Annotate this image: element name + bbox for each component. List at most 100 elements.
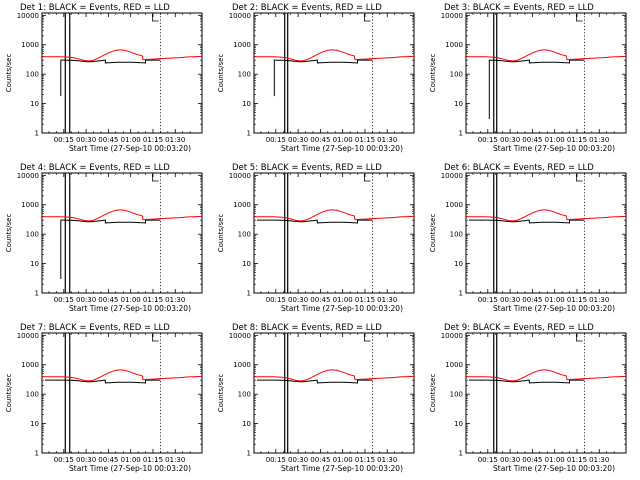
x-tick-label: 00:30 bbox=[500, 136, 520, 144]
panel-title: Det 5: BLACK = Events, RED = LLD bbox=[232, 163, 382, 173]
plot-frame bbox=[41, 12, 203, 134]
plot-frame bbox=[465, 12, 627, 134]
lld-series-line bbox=[42, 49, 202, 62]
y-tick-label: 10 bbox=[30, 420, 39, 428]
x-tick-label: 00:30 bbox=[288, 296, 308, 304]
panel-title: Det 2: BLACK = Events, RED = LLD bbox=[232, 3, 382, 13]
bracket-mark bbox=[575, 14, 583, 22]
y-tick-label: 1000 bbox=[445, 361, 463, 369]
y-tick-label: 1000 bbox=[233, 201, 251, 209]
x-tick-label: 00:15 bbox=[478, 456, 498, 464]
x-tick-label: 01:15 bbox=[143, 296, 163, 304]
x-tick-label: 01:30 bbox=[165, 136, 185, 144]
events-series-line bbox=[60, 219, 161, 279]
y-tick-label: 10000 bbox=[229, 12, 251, 20]
x-tick-label: 01:30 bbox=[165, 456, 185, 464]
y-tick-label: 10000 bbox=[17, 332, 39, 340]
panel-title: Det 4: BLACK = Events, RED = LLD bbox=[20, 163, 170, 173]
bracket-mark bbox=[151, 334, 159, 342]
x-tick-label: 00:15 bbox=[54, 456, 74, 464]
x-tick-label: 01:15 bbox=[567, 296, 587, 304]
x-tick-label: 00:30 bbox=[500, 456, 520, 464]
x-tick-label: 00:45 bbox=[310, 456, 330, 464]
x-tick-label: 00:45 bbox=[98, 136, 118, 144]
x-tick-label: 00:45 bbox=[522, 456, 542, 464]
y-axis-label: Counts/sec bbox=[217, 214, 225, 253]
y-tick-label: 1000 bbox=[21, 361, 39, 369]
x-tick-label: 00:30 bbox=[288, 456, 308, 464]
x-tick-label: 01:15 bbox=[567, 456, 587, 464]
lld-series-line bbox=[466, 49, 626, 62]
y-tick-label: 10000 bbox=[229, 332, 251, 340]
y-tick-label: 10000 bbox=[441, 332, 463, 340]
x-tick-label: 01:00 bbox=[545, 296, 565, 304]
y-tick-label: 1 bbox=[459, 450, 463, 458]
x-axis-label: Start Time (27-Sep-10 00:03:20) bbox=[493, 304, 615, 313]
x-tick-label: 01:30 bbox=[377, 136, 397, 144]
y-tick-label: 100 bbox=[26, 391, 39, 399]
x-tick-label: 00:15 bbox=[478, 296, 498, 304]
x-axis-label: Start Time (27-Sep-10 00:03:20) bbox=[493, 464, 615, 473]
panel-title: Det 9: BLACK = Events, RED = LLD bbox=[444, 323, 594, 333]
y-tick-label: 1 bbox=[247, 290, 251, 298]
x-tick-label: 01:15 bbox=[143, 136, 163, 144]
x-tick-label: 00:45 bbox=[522, 136, 542, 144]
y-tick-label: 10000 bbox=[441, 172, 463, 180]
x-tick-label: 00:30 bbox=[76, 136, 96, 144]
y-tick-label: 1 bbox=[459, 130, 463, 138]
x-tick-label: 00:15 bbox=[54, 296, 74, 304]
y-axis-label: Counts/sec bbox=[429, 214, 437, 253]
y-tick-label: 1000 bbox=[21, 41, 39, 49]
x-axis-label: Start Time (27-Sep-10 00:03:20) bbox=[69, 144, 191, 153]
y-tick-label: 10 bbox=[30, 260, 39, 268]
x-axis-label: Start Time (27-Sep-10 00:03:20) bbox=[281, 304, 403, 313]
plot-frame bbox=[41, 172, 203, 294]
x-tick-label: 01:30 bbox=[589, 296, 609, 304]
x-tick-label: 01:00 bbox=[545, 136, 565, 144]
x-tick-label: 00:45 bbox=[310, 296, 330, 304]
lld-series-line bbox=[254, 209, 414, 222]
y-tick-label: 1000 bbox=[445, 201, 463, 209]
x-tick-label: 00:30 bbox=[76, 456, 96, 464]
lld-series-line bbox=[42, 369, 202, 382]
x-tick-label: 00:15 bbox=[266, 136, 286, 144]
y-tick-label: 10 bbox=[242, 420, 251, 428]
x-tick-label: 01:00 bbox=[333, 136, 353, 144]
detector-panel-8: Det 8: BLACK = Events, RED = LLD 1 10 100 10… bbox=[217, 323, 415, 473]
x-tick-label: 00:45 bbox=[98, 296, 118, 304]
y-tick-label: 10 bbox=[454, 260, 463, 268]
y-tick-label: 1000 bbox=[233, 361, 251, 369]
y-tick-label: 1000 bbox=[445, 41, 463, 49]
y-tick-label: 1 bbox=[35, 130, 39, 138]
x-tick-label: 01:30 bbox=[165, 296, 185, 304]
y-axis-label: Counts/sec bbox=[217, 374, 225, 413]
events-series-line bbox=[45, 379, 161, 384]
x-axis-label: Start Time (27-Sep-10 00:03:20) bbox=[493, 144, 615, 153]
x-tick-label: 01:30 bbox=[377, 296, 397, 304]
y-axis-label: Counts/sec bbox=[217, 54, 225, 93]
panel-title: Det 3: BLACK = Events, RED = LLD bbox=[444, 3, 594, 13]
plot-frame bbox=[253, 12, 415, 134]
events-series-line bbox=[469, 219, 585, 224]
y-tick-label: 100 bbox=[450, 71, 463, 79]
detector-panel-2: Det 2: BLACK = Events, RED = LLD 1 10 100 10… bbox=[217, 3, 415, 153]
plot-frame bbox=[465, 332, 627, 454]
y-tick-label: 1 bbox=[247, 450, 251, 458]
y-tick-label: 10000 bbox=[17, 12, 39, 20]
y-tick-label: 10 bbox=[454, 100, 463, 108]
lld-series-line bbox=[466, 209, 626, 222]
x-tick-label: 01:15 bbox=[355, 296, 375, 304]
events-series-line bbox=[488, 59, 585, 119]
panel-title: Det 6: BLACK = Events, RED = LLD bbox=[444, 163, 594, 173]
y-tick-label: 1 bbox=[35, 290, 39, 298]
x-tick-label: 01:30 bbox=[589, 136, 609, 144]
y-axis-label: Counts/sec bbox=[429, 374, 437, 413]
bracket-mark bbox=[363, 334, 371, 342]
x-tick-label: 01:00 bbox=[121, 456, 141, 464]
x-tick-label: 01:15 bbox=[567, 136, 587, 144]
bracket-mark bbox=[363, 14, 371, 22]
detector-panel-1: Det 1: BLACK = Events, RED = LLD 1 10 100 10… bbox=[5, 3, 203, 153]
y-axis-label: Counts/sec bbox=[5, 54, 13, 93]
x-tick-label: 00:15 bbox=[266, 456, 286, 464]
x-tick-label: 01:00 bbox=[121, 296, 141, 304]
